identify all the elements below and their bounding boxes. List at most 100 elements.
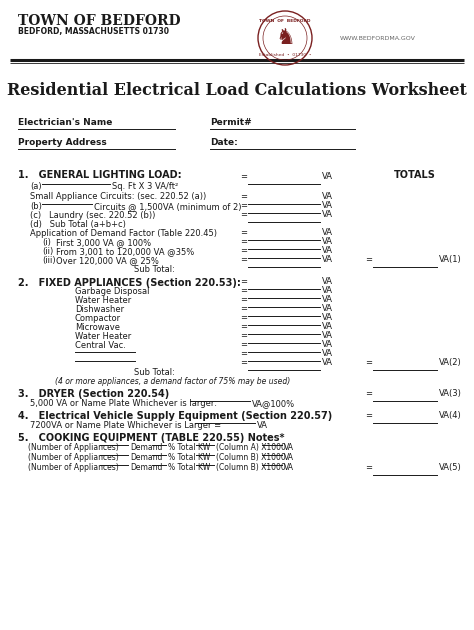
Text: VA: VA <box>322 201 333 210</box>
Text: 4.   Electrical Vehicle Supply Equipment (Section 220.57): 4. Electrical Vehicle Supply Equipment (… <box>18 411 332 421</box>
Text: =: = <box>240 201 247 210</box>
Text: =: = <box>365 411 372 420</box>
Text: VA: VA <box>322 246 333 255</box>
Text: =: = <box>240 322 247 331</box>
Text: VA: VA <box>322 255 333 264</box>
Text: =: = <box>365 389 372 398</box>
Text: VA: VA <box>322 304 333 313</box>
Text: TOTALS: TOTALS <box>394 170 436 180</box>
Text: VA: VA <box>322 358 333 367</box>
Text: 5,000 VA or Name Plate Whichever is larger:: 5,000 VA or Name Plate Whichever is larg… <box>30 399 219 408</box>
Text: =: = <box>365 358 372 367</box>
Text: TOWN  OF  BEDFORD: TOWN OF BEDFORD <box>259 19 311 23</box>
Text: VA: VA <box>322 277 333 286</box>
Text: Demand: Demand <box>130 453 163 462</box>
Text: Microwave: Microwave <box>75 323 120 332</box>
Text: Sub Total:: Sub Total: <box>134 265 175 274</box>
Text: First 3,000 VA @ 100%: First 3,000 VA @ 100% <box>56 238 151 247</box>
Text: Water Heater: Water Heater <box>75 332 131 341</box>
Text: VA: VA <box>322 322 333 331</box>
Text: % Total KW: % Total KW <box>168 443 210 452</box>
Text: 3.   DRYER (Section 220.54): 3. DRYER (Section 220.54) <box>18 389 169 399</box>
Text: =: = <box>240 255 247 264</box>
Text: VA: VA <box>322 331 333 340</box>
Text: (b): (b) <box>30 202 42 211</box>
Text: VA: VA <box>322 286 333 295</box>
Text: Sub Total:: Sub Total: <box>134 368 175 377</box>
Text: =: = <box>240 340 247 349</box>
Text: Water Heater: Water Heater <box>75 296 131 305</box>
Text: VA: VA <box>284 463 294 472</box>
Text: VA(1): VA(1) <box>439 255 462 264</box>
Text: =: = <box>240 246 247 255</box>
Text: VA: VA <box>257 421 268 430</box>
Text: VA: VA <box>322 313 333 322</box>
Text: (Column A) X1000: (Column A) X1000 <box>216 443 286 452</box>
Text: Sq. Ft X 3 VA/ft²: Sq. Ft X 3 VA/ft² <box>112 182 178 191</box>
Text: (ii): (ii) <box>42 247 53 256</box>
Text: (c)   Laundry (sec. 220.52 (b)): (c) Laundry (sec. 220.52 (b)) <box>30 211 155 220</box>
Text: Demand: Demand <box>130 463 163 472</box>
Text: From 3,001 to 120,000 VA @35%: From 3,001 to 120,000 VA @35% <box>56 247 194 256</box>
Text: Dishwasher: Dishwasher <box>75 305 124 314</box>
Text: Established  •  01730  •: Established • 01730 • <box>259 53 311 57</box>
Text: (Column B) X1000: (Column B) X1000 <box>216 453 286 462</box>
Text: =: = <box>240 228 247 237</box>
Text: VA: VA <box>322 172 333 181</box>
Text: (Number of Appliances): (Number of Appliances) <box>28 453 119 462</box>
Text: Application of Demand Factor (Table 220.45): Application of Demand Factor (Table 220.… <box>30 229 217 238</box>
Text: =: = <box>365 255 372 264</box>
Text: Date:: Date: <box>210 138 238 147</box>
Text: =: = <box>240 286 247 295</box>
Text: VA: VA <box>284 443 294 452</box>
Text: VA: VA <box>322 295 333 304</box>
Text: =: = <box>240 358 247 367</box>
Text: Small Appliance Circuits: (sec. 220.52 (a)): Small Appliance Circuits: (sec. 220.52 (… <box>30 192 206 201</box>
Text: WWW.BEDFORDMA.GOV: WWW.BEDFORDMA.GOV <box>340 35 416 40</box>
Text: Property Address: Property Address <box>18 138 107 147</box>
Text: (Column B) X1000: (Column B) X1000 <box>216 463 286 472</box>
Text: Permit#: Permit# <box>210 118 252 127</box>
Text: BEDFORD, MASSACHUSETTS 01730: BEDFORD, MASSACHUSETTS 01730 <box>18 27 169 36</box>
Text: (i): (i) <box>42 238 51 247</box>
Text: % Total KW: % Total KW <box>168 463 210 472</box>
Text: Compactor: Compactor <box>75 314 121 323</box>
Text: =: = <box>240 331 247 340</box>
Text: % Total KW: % Total KW <box>168 453 210 462</box>
Text: VA: VA <box>322 237 333 246</box>
Text: =: = <box>240 192 247 201</box>
Text: =: = <box>240 349 247 358</box>
Text: VA: VA <box>322 349 333 358</box>
Text: Demand: Demand <box>130 443 163 452</box>
Text: VA@100%: VA@100% <box>252 399 295 408</box>
Text: =: = <box>240 172 247 181</box>
Text: VA: VA <box>322 210 333 219</box>
Text: VA(4): VA(4) <box>439 411 462 420</box>
Text: =: = <box>365 463 372 472</box>
Text: =: = <box>240 313 247 322</box>
Text: =: = <box>240 237 247 246</box>
Text: VA: VA <box>322 228 333 237</box>
Text: Electrician's Name: Electrician's Name <box>18 118 112 127</box>
Text: ♞: ♞ <box>275 28 295 48</box>
Text: =: = <box>240 295 247 304</box>
Text: (d)   Sub Total (a+b+c): (d) Sub Total (a+b+c) <box>30 220 126 229</box>
Text: (a): (a) <box>30 182 42 191</box>
Text: (4 or more appliances, a demand factor of 75% may be used): (4 or more appliances, a demand factor o… <box>55 377 290 386</box>
Text: 2.   FIXED APPLIANCES (Section 220.53):: 2. FIXED APPLIANCES (Section 220.53): <box>18 278 241 288</box>
Text: Circuits @ 1,500VA (minimum of 2): Circuits @ 1,500VA (minimum of 2) <box>94 202 241 211</box>
Text: TOWN OF BEDFORD: TOWN OF BEDFORD <box>18 14 181 28</box>
Text: (iii): (iii) <box>42 256 55 265</box>
Text: Over 120,000 VA @ 25%: Over 120,000 VA @ 25% <box>56 256 159 265</box>
Text: VA: VA <box>284 453 294 462</box>
Text: 7200VA or Name Plate Whichever is Larger =: 7200VA or Name Plate Whichever is Larger… <box>30 421 221 430</box>
Text: Residential Electrical Load Calculations Worksheet: Residential Electrical Load Calculations… <box>7 82 467 99</box>
Text: (Number of Appliances): (Number of Appliances) <box>28 443 119 452</box>
Text: VA: VA <box>322 192 333 201</box>
Text: VA(2): VA(2) <box>439 358 462 367</box>
Text: Central Vac.: Central Vac. <box>75 341 126 350</box>
Text: VA(5): VA(5) <box>439 463 462 472</box>
Text: 5.   COOKING EQUIPMENT (TABLE 220.55) Notes*: 5. COOKING EQUIPMENT (TABLE 220.55) Note… <box>18 433 284 443</box>
Text: =: = <box>240 210 247 219</box>
Text: =: = <box>240 277 247 286</box>
